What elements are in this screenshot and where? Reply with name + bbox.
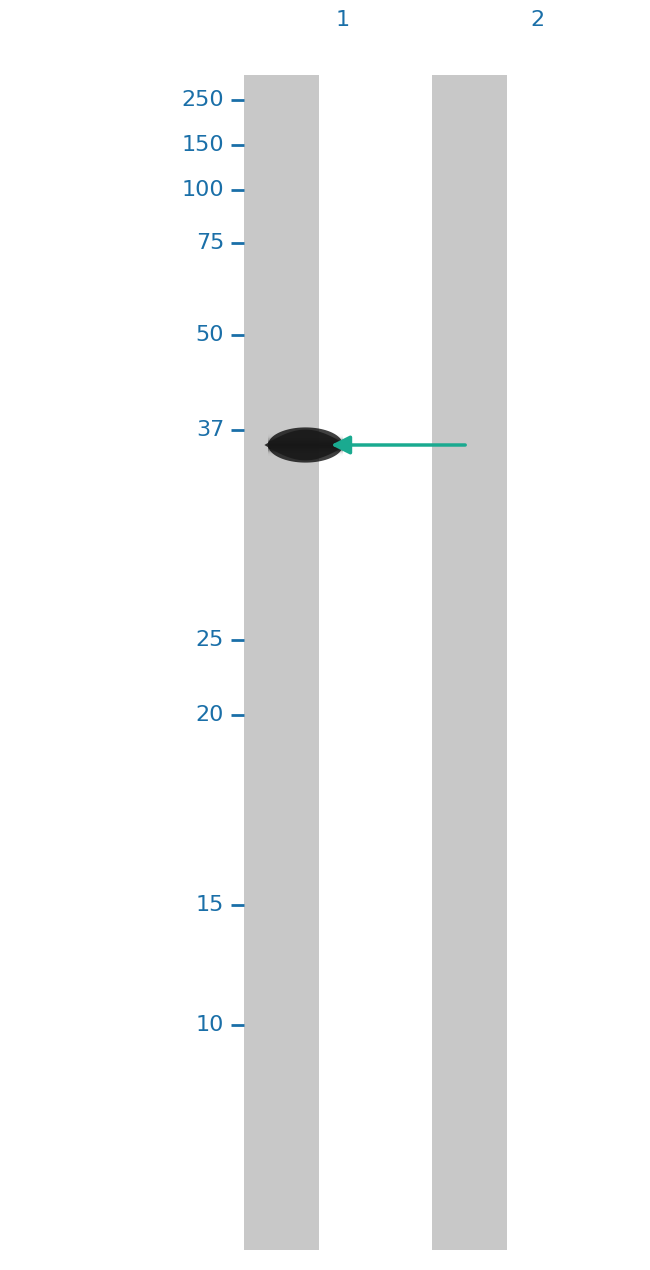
Text: 15: 15 bbox=[196, 895, 224, 914]
Text: 1: 1 bbox=[336, 10, 350, 30]
Polygon shape bbox=[268, 428, 343, 462]
Text: 75: 75 bbox=[196, 232, 224, 253]
Text: 2: 2 bbox=[531, 10, 545, 30]
Bar bbox=[432, 75, 507, 1250]
Text: 37: 37 bbox=[196, 420, 224, 439]
Polygon shape bbox=[265, 429, 346, 461]
Text: 50: 50 bbox=[196, 325, 224, 345]
Text: 250: 250 bbox=[181, 90, 224, 110]
Text: 100: 100 bbox=[181, 180, 224, 199]
Text: 25: 25 bbox=[196, 630, 224, 650]
Bar bbox=[244, 75, 318, 1250]
Text: 10: 10 bbox=[196, 1015, 224, 1035]
Text: 20: 20 bbox=[196, 705, 224, 725]
Text: 150: 150 bbox=[181, 135, 224, 155]
